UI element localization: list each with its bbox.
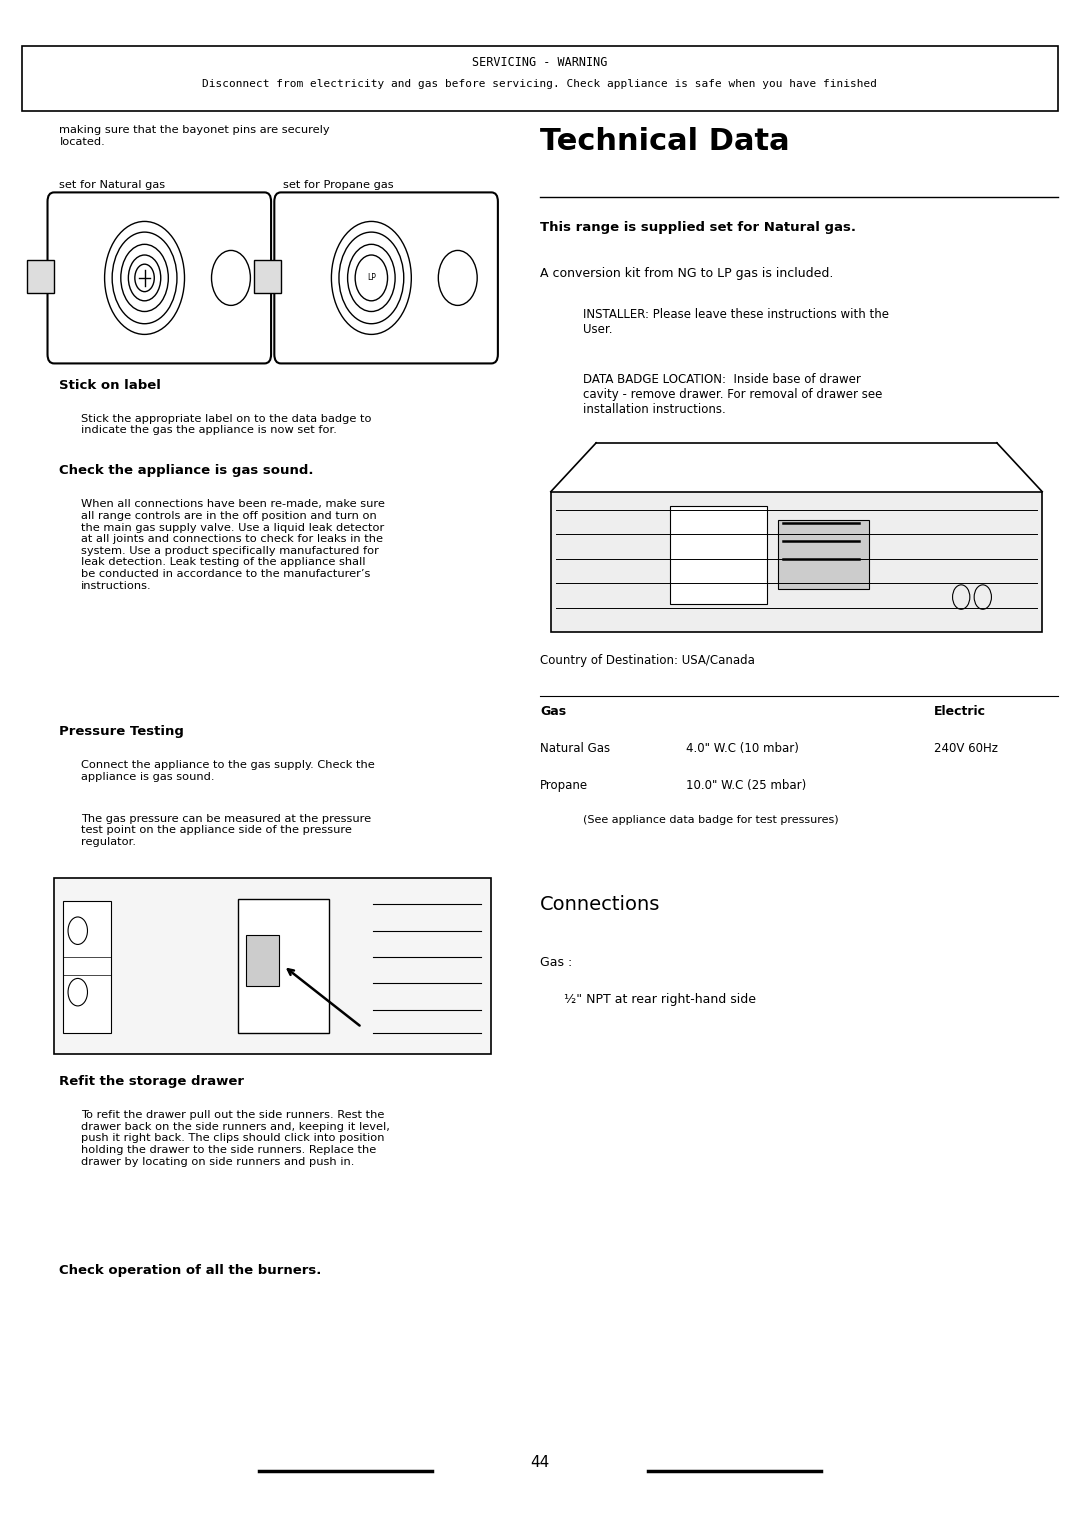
Text: Gas: Gas — [540, 705, 566, 719]
Text: Stick the appropriate label on to the data badge to
indicate the gas the applian: Stick the appropriate label on to the da… — [81, 414, 372, 435]
Text: Check the appliance is gas sound.: Check the appliance is gas sound. — [59, 464, 314, 478]
Bar — [778, 521, 869, 589]
Bar — [254, 260, 281, 293]
Text: 240V 60Hz: 240V 60Hz — [934, 742, 998, 756]
Text: SERVICING - WARNING: SERVICING - WARNING — [472, 56, 608, 70]
Text: Connections: Connections — [540, 895, 660, 913]
Bar — [22, 46, 1058, 111]
FancyBboxPatch shape — [274, 192, 498, 363]
Text: LP: LP — [367, 273, 376, 282]
Text: Stick on label: Stick on label — [59, 379, 161, 392]
Text: Pressure Testing: Pressure Testing — [59, 725, 185, 739]
FancyBboxPatch shape — [48, 192, 271, 363]
Text: 10.0" W.C (25 mbar): 10.0" W.C (25 mbar) — [686, 779, 806, 793]
Text: 44: 44 — [530, 1455, 550, 1471]
Text: DATA BADGE LOCATION:  Inside base of drawer
cavity - remove drawer. For removal : DATA BADGE LOCATION: Inside base of draw… — [583, 373, 882, 415]
Text: (See appliance data badge for test pressures): (See appliance data badge for test press… — [583, 815, 839, 826]
Bar — [246, 935, 279, 986]
Text: The gas pressure can be measured at the pressure
test point on the appliance sid: The gas pressure can be measured at the … — [81, 814, 372, 847]
Text: Natural Gas: Natural Gas — [540, 742, 610, 756]
Bar — [54, 878, 491, 1054]
Bar — [551, 492, 1042, 632]
Text: ½" NPT at rear right-hand side: ½" NPT at rear right-hand side — [564, 993, 756, 1006]
Text: Propane: Propane — [540, 779, 589, 793]
Text: INSTALLER: Please leave these instructions with the
User.: INSTALLER: Please leave these instructio… — [583, 308, 889, 336]
Text: When all connections have been re-made, make sure
all range controls are in the : When all connections have been re-made, … — [81, 499, 384, 591]
Text: Technical Data: Technical Data — [540, 127, 789, 156]
Text: making sure that the bayonet pins are securely
located.: making sure that the bayonet pins are se… — [59, 125, 330, 147]
Bar — [63, 901, 111, 1032]
Bar — [670, 505, 767, 605]
Text: To refit the drawer pull out the side runners. Rest the
drawer back on the side : To refit the drawer pull out the side ru… — [81, 1110, 390, 1167]
Text: set for Natural gas: set for Natural gas — [59, 180, 165, 191]
Text: set for Propane gas: set for Propane gas — [283, 180, 393, 191]
Text: A conversion kit from NG to LP gas is included.: A conversion kit from NG to LP gas is in… — [540, 267, 834, 281]
Bar — [27, 260, 54, 293]
Text: Check operation of all the burners.: Check operation of all the burners. — [59, 1264, 322, 1278]
Text: 4.0" W.C (10 mbar): 4.0" W.C (10 mbar) — [686, 742, 799, 756]
Text: This range is supplied set for Natural gas.: This range is supplied set for Natural g… — [540, 221, 856, 235]
Text: Gas :: Gas : — [540, 956, 572, 970]
Text: Country of Destination: USA/Canada: Country of Destination: USA/Canada — [540, 654, 755, 667]
Text: Connect the appliance to the gas supply. Check the
appliance is gas sound.: Connect the appliance to the gas supply.… — [81, 760, 375, 782]
Bar — [238, 899, 329, 1032]
Text: Electric: Electric — [934, 705, 986, 719]
Text: Refit the storage drawer: Refit the storage drawer — [59, 1075, 244, 1089]
Text: Disconnect from electricity and gas before servicing. Check appliance is safe wh: Disconnect from electricity and gas befo… — [203, 79, 877, 90]
